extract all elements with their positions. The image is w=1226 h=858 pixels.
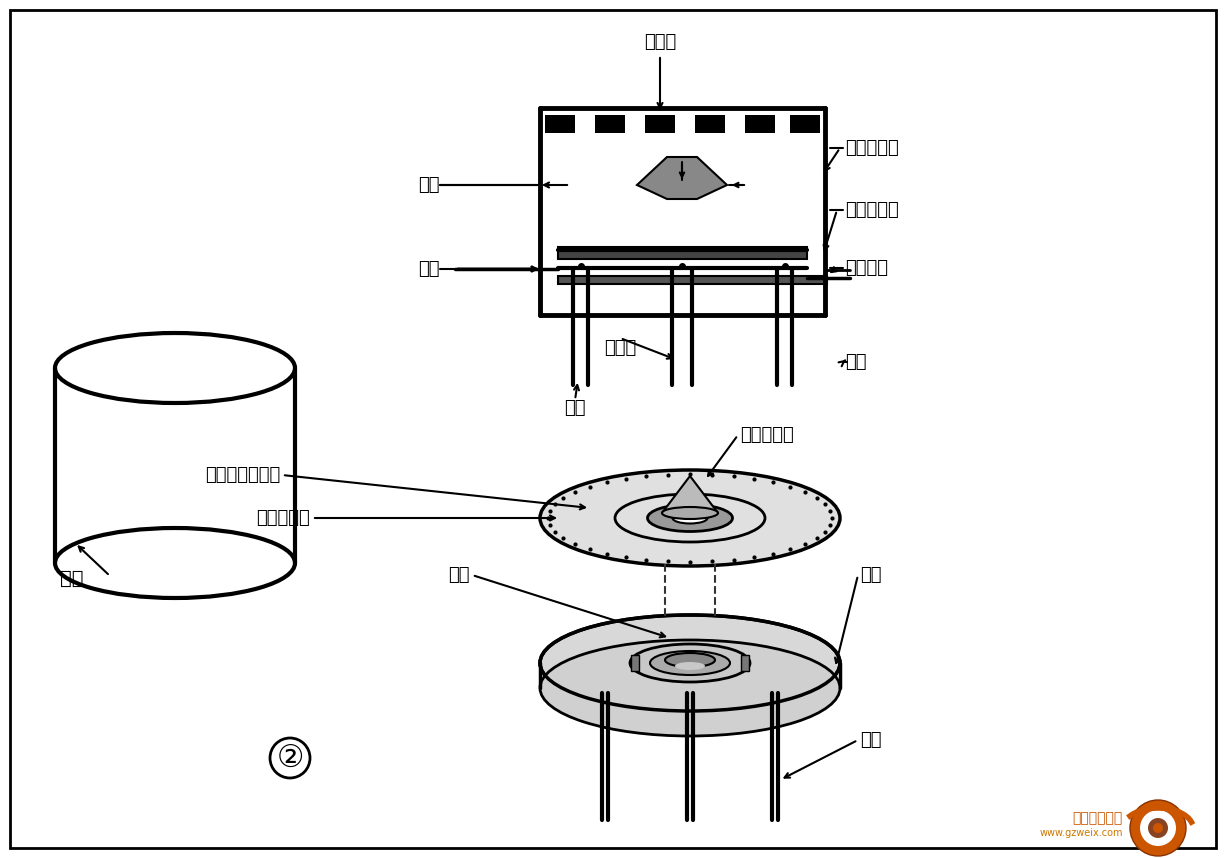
Circle shape: [1140, 810, 1176, 846]
Bar: [695, 115, 725, 133]
Bar: [558, 276, 828, 284]
Text: 外壳: 外壳: [418, 176, 440, 194]
Text: 圆锥形振子: 圆锥形振子: [741, 426, 793, 444]
Bar: [595, 115, 625, 133]
Text: 屏蔽棚: 屏蔽棚: [644, 33, 676, 51]
Text: 粘接剂: 粘接剂: [604, 339, 636, 357]
Text: ②: ②: [276, 744, 304, 772]
Ellipse shape: [539, 615, 840, 711]
Bar: [790, 115, 820, 133]
Text: 金属振动板: 金属振动板: [845, 201, 899, 219]
Text: 引脚: 引脚: [859, 731, 881, 749]
Bar: [558, 247, 807, 259]
Polygon shape: [662, 476, 718, 513]
Bar: [645, 115, 676, 133]
Ellipse shape: [664, 653, 715, 667]
Text: 支点: 支点: [564, 399, 586, 417]
Text: 引脚: 引脚: [845, 353, 867, 371]
Text: 铝壳: 铝壳: [60, 569, 83, 588]
Text: 正方形双晶体片: 正方形双晶体片: [205, 466, 280, 484]
Text: 精通维修下载: 精通维修下载: [1073, 811, 1123, 825]
Ellipse shape: [55, 528, 295, 598]
Polygon shape: [638, 157, 727, 199]
Ellipse shape: [676, 662, 705, 670]
Text: www.gzweix.com: www.gzweix.com: [1040, 828, 1123, 838]
Circle shape: [1130, 800, 1186, 856]
Ellipse shape: [55, 333, 295, 403]
Ellipse shape: [630, 644, 750, 682]
Bar: [546, 115, 575, 133]
Text: 金属振动片: 金属振动片: [256, 509, 310, 527]
Ellipse shape: [647, 505, 732, 531]
Circle shape: [1152, 823, 1163, 833]
Text: 引线: 引线: [418, 260, 440, 278]
Ellipse shape: [539, 640, 840, 736]
Text: 圆锥形振子: 圆锥形振子: [845, 139, 899, 157]
Ellipse shape: [539, 470, 840, 566]
Bar: [631, 655, 639, 671]
Text: 引线: 引线: [449, 566, 470, 584]
Circle shape: [1148, 818, 1168, 838]
Bar: [745, 115, 775, 133]
Text: 双晶体片: 双晶体片: [845, 259, 888, 277]
Ellipse shape: [673, 512, 707, 523]
Ellipse shape: [650, 651, 729, 675]
Bar: [741, 655, 749, 671]
Ellipse shape: [662, 507, 718, 519]
Text: 支点: 支点: [859, 566, 881, 584]
